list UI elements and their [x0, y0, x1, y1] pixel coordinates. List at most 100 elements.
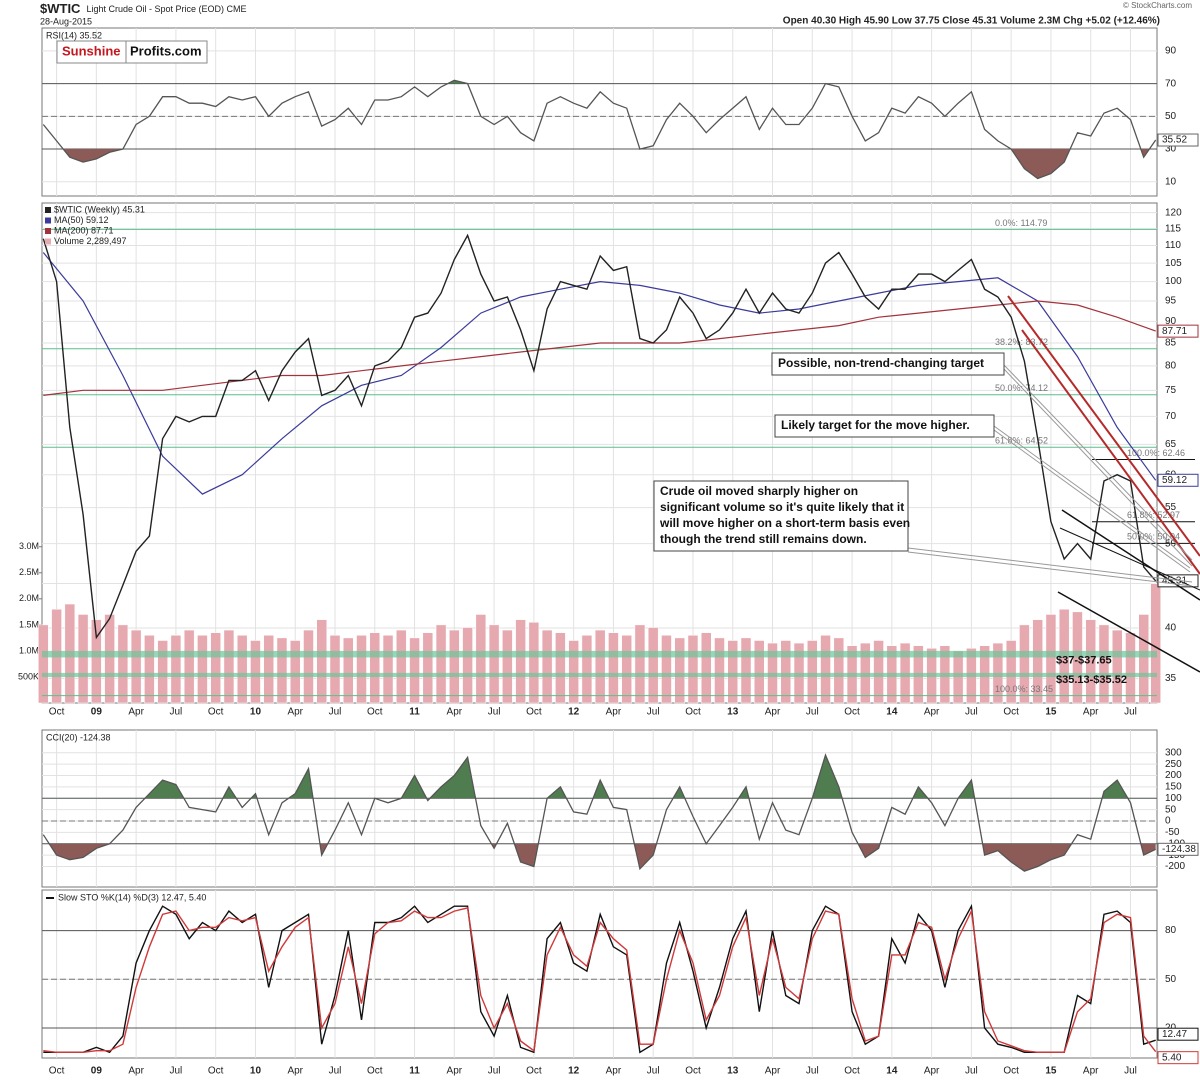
volume-bar — [1098, 624, 1110, 704]
line — [42, 753, 1156, 872]
x-tick-label: Oct — [685, 707, 701, 718]
annotation: Possible, non-trend-changing target — [778, 356, 984, 370]
y-tick-label: 70 — [1165, 78, 1177, 89]
volume-bar — [263, 635, 274, 704]
y-tick-label: 120 — [1165, 207, 1182, 218]
chart-title: $WTIC Light Crude Oil - Spot Price (EOD) … — [40, 1, 247, 16]
volume-bar — [1111, 629, 1123, 704]
retracement-label: 50.0%: 50.04 — [1127, 532, 1180, 542]
x-tick-label: Oct — [367, 1066, 383, 1077]
x-tick-label: Jul — [965, 707, 978, 718]
subtitle: Light Crude Oil - Spot Price (EOD) CME — [86, 4, 246, 14]
volume-bar — [236, 635, 248, 704]
volume-bar — [634, 624, 646, 704]
y-tick-label: 55 — [1165, 502, 1177, 513]
legend-swatch — [45, 217, 51, 224]
volume-bar — [714, 637, 725, 704]
volume-bar — [210, 632, 221, 704]
volume-bar — [687, 635, 699, 704]
volume-bar — [1045, 614, 1057, 704]
x-tick-label: Oct — [844, 707, 860, 718]
x-tick-label: 15 — [1045, 1066, 1057, 1077]
volume-bar — [382, 635, 394, 704]
pointer — [907, 547, 1193, 583]
x-tick-label: Apr — [128, 1066, 144, 1077]
x-tick-label: 14 — [886, 707, 898, 718]
x-tick-label: 12 — [568, 707, 580, 718]
x-tick-label: 09 — [91, 707, 103, 718]
y2-tick-label: 2.0M — [19, 593, 39, 603]
x-tick-label: Jul — [329, 707, 342, 718]
pointer — [993, 429, 1191, 573]
value-tag: 45.31 — [1162, 575, 1187, 586]
retracement-label: 61.8%: 52.97 — [1127, 510, 1180, 520]
x-tick-label: Apr — [287, 707, 303, 718]
x-tick-label: 13 — [727, 1066, 739, 1077]
y-tick-label: -200 — [1165, 861, 1185, 872]
legend-entry: MA(200) 87.71 — [54, 225, 114, 235]
x-tick-label: Apr — [765, 1066, 781, 1077]
volume-bar — [528, 622, 540, 704]
volume-bar — [369, 632, 381, 704]
x-tick-label: Jul — [170, 1066, 183, 1077]
y-tick-label: 100 — [1165, 793, 1182, 804]
x-tick-label: Oct — [49, 707, 65, 718]
y-tick-label: 30 — [1165, 144, 1177, 155]
volume-bar — [409, 637, 420, 704]
volume-bar — [462, 627, 473, 704]
volume-bar — [91, 619, 102, 704]
volume-bar — [754, 640, 765, 704]
volume-bar — [873, 640, 884, 704]
volume-bar — [475, 614, 487, 704]
annotation-box — [771, 352, 1005, 376]
x-tick-label: Apr — [287, 1066, 303, 1077]
fib-label: 100.0%: 33.45 — [995, 684, 1053, 694]
y-tick-label: 75 — [1165, 385, 1177, 396]
value-tag-box — [1157, 133, 1199, 147]
value-tag: 5.40 — [1162, 1052, 1182, 1063]
volume-bar — [594, 629, 606, 704]
symbol: $WTIC — [40, 1, 81, 16]
x-tick-label: Oct — [844, 1066, 860, 1077]
oscillator-line — [43, 903, 1156, 1054]
x-tick-label: Jul — [806, 1066, 819, 1077]
value-tag: 87.71 — [1162, 326, 1187, 337]
x-tick-label: 11 — [409, 1066, 420, 1077]
y-tick-label: 50 — [1165, 804, 1177, 815]
pointer — [1002, 367, 1193, 567]
x-tick-label: Jul — [965, 1066, 978, 1077]
y-tick-label: 115 — [1165, 223, 1181, 234]
volume-bar — [807, 640, 818, 704]
volume-bar — [329, 635, 341, 704]
support-zone — [42, 650, 1157, 658]
line — [42, 79, 1157, 180]
volume-bar — [130, 629, 142, 704]
volume-bar — [170, 635, 182, 704]
volume-bar — [197, 635, 208, 704]
volume-bar — [303, 629, 314, 704]
volume-bar — [820, 635, 831, 704]
y-tick-label: 10 — [1165, 176, 1177, 187]
volume-bar — [157, 640, 168, 704]
value-tag: 35.52 — [1162, 135, 1187, 146]
x-tick-label: Jul — [488, 1066, 501, 1077]
x-tick-label: 11 — [409, 707, 420, 718]
y-tick-label: 90 — [1165, 316, 1177, 327]
volume-bar — [780, 640, 792, 704]
pointer — [907, 551, 1193, 587]
x-tick-label: 13 — [727, 707, 739, 718]
volume-bar — [555, 632, 566, 704]
x-tick-label: Oct — [526, 707, 542, 718]
volume-bar — [740, 637, 752, 704]
panel-title: RSI(14) 35.52 — [46, 30, 102, 40]
panel-title: CCI(20) -124.38 — [46, 732, 111, 742]
value-tag: 59.12 — [1162, 475, 1187, 486]
annotation-box — [774, 414, 995, 438]
x-tick-label: Oct — [208, 1066, 224, 1077]
volume-bar — [144, 635, 155, 704]
logo-box — [56, 40, 208, 64]
annotation-line: significant volume so it's quite likely … — [660, 500, 904, 514]
legend-entry: Volume 2,289,497 — [54, 236, 127, 246]
